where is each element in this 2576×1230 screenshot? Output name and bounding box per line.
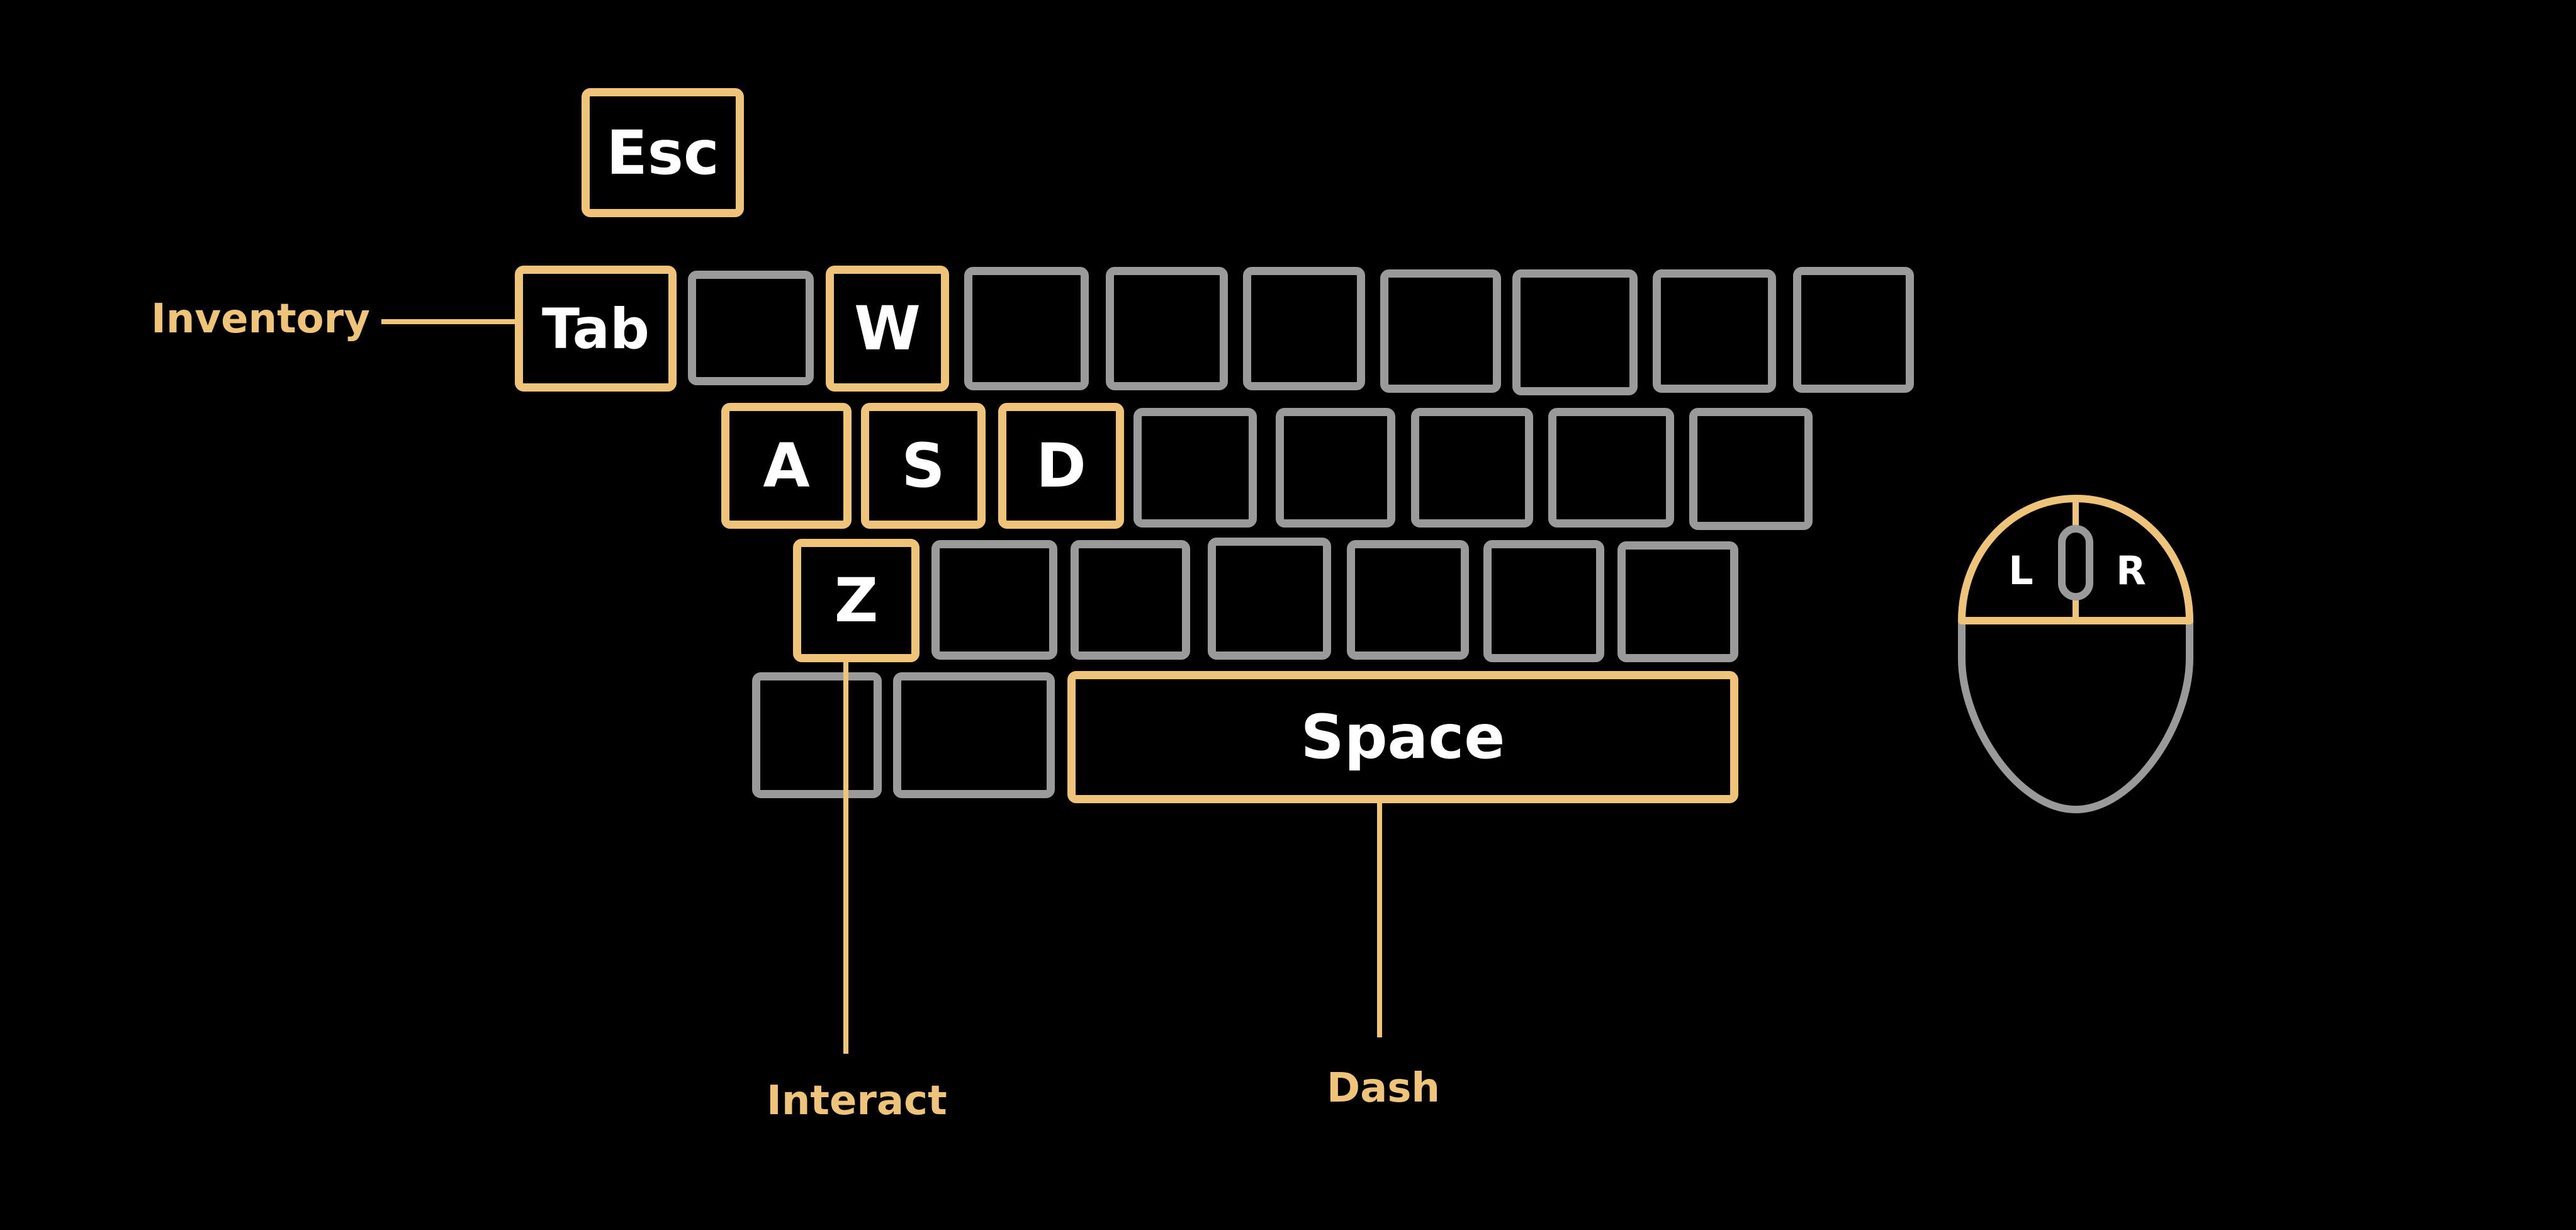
key-blank[interactable] (1133, 408, 1257, 528)
space-key[interactable]: Space (1067, 671, 1738, 803)
key-blank[interactable] (1243, 267, 1365, 390)
w-key[interactable]: W (826, 266, 949, 392)
interact-label: Interact (767, 1078, 947, 1124)
mouse-left-button[interactable]: L (2008, 548, 2033, 594)
mouse-body (1958, 621, 2193, 813)
interact-connector (843, 660, 848, 1054)
key-blank[interactable] (1689, 408, 1813, 530)
key-blank[interactable] (1512, 269, 1638, 395)
z-key[interactable]: Z (793, 539, 920, 662)
key-blank[interactable] (1793, 267, 1914, 393)
key-blank[interactable] (1617, 541, 1738, 662)
dash-label: Dash (1327, 1065, 1440, 1112)
inventory-connector (381, 319, 519, 324)
key-blank[interactable] (1411, 408, 1533, 528)
key-blank[interactable] (1347, 540, 1469, 660)
dash-connector (1377, 801, 1382, 1037)
key-blank[interactable] (688, 271, 814, 385)
key-blank[interactable] (1548, 408, 1674, 528)
mouse-icon: L R (1958, 495, 2193, 813)
key-blank[interactable] (1071, 540, 1190, 660)
esc-key[interactable]: Esc (582, 88, 744, 217)
key-blank[interactable] (752, 672, 882, 798)
key-blank[interactable] (1653, 269, 1776, 393)
key-blank[interactable] (964, 267, 1089, 390)
mouse-right-button[interactable]: R (2116, 548, 2146, 594)
key-blank[interactable] (1276, 408, 1395, 528)
key-blank[interactable] (893, 672, 1055, 798)
key-blank[interactable] (1208, 538, 1331, 660)
inventory-label: Inventory (151, 296, 370, 342)
d-key[interactable]: D (998, 403, 1124, 529)
key-blank[interactable] (1483, 540, 1604, 662)
mouse-scroll-wheel[interactable] (2058, 525, 2093, 601)
a-key[interactable]: A (721, 403, 852, 529)
s-key[interactable]: S (861, 403, 986, 529)
key-blank[interactable] (1380, 269, 1501, 393)
tab-key[interactable]: Tab (515, 266, 677, 392)
key-blank[interactable] (931, 540, 1057, 660)
key-blank[interactable] (1106, 267, 1228, 390)
